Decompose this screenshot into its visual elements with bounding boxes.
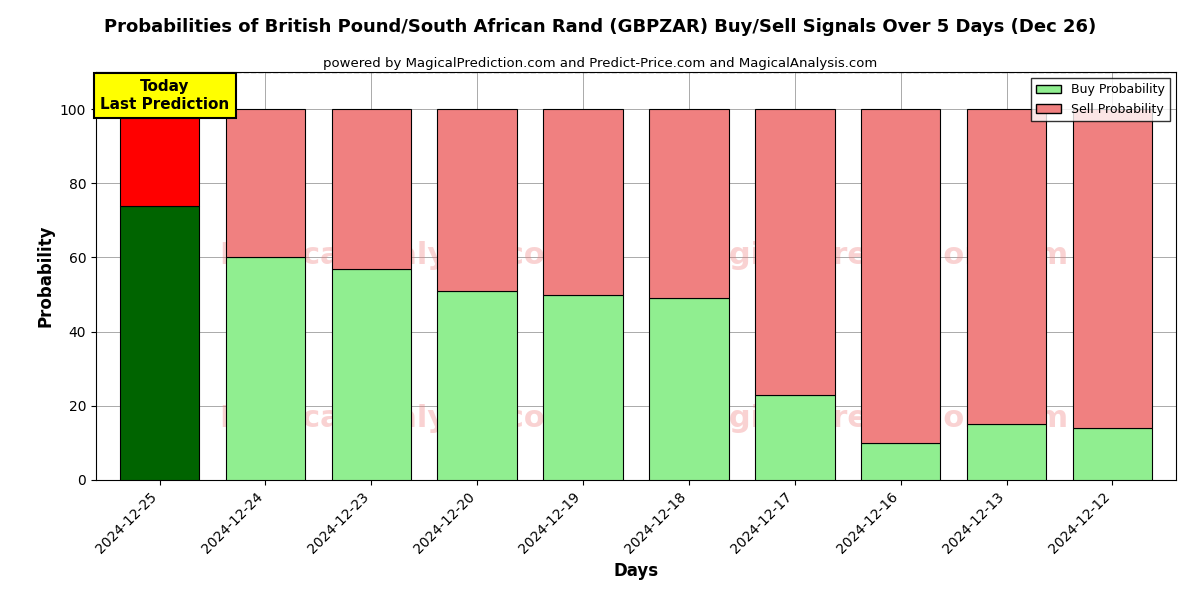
Bar — [649, 109, 728, 298]
Bar — [967, 424, 1046, 480]
Bar — [755, 109, 834, 395]
Text: MagicalAnalysis.com: MagicalAnalysis.com — [220, 241, 577, 270]
X-axis label: Days: Days — [613, 562, 659, 580]
Bar — [862, 109, 941, 443]
Bar — [226, 257, 305, 480]
Bar — [331, 269, 412, 480]
Bar — [438, 109, 517, 291]
Bar — [1073, 428, 1152, 480]
Bar — [1073, 109, 1152, 428]
Bar — [438, 291, 517, 480]
Bar — [331, 109, 412, 269]
Bar — [544, 109, 623, 295]
Bar — [120, 109, 199, 206]
Legend: Buy Probability, Sell Probability: Buy Probability, Sell Probability — [1031, 78, 1170, 121]
Text: MagicalPrediction.com: MagicalPrediction.com — [678, 404, 1069, 433]
Text: Probabilities of British Pound/South African Rand (GBPZAR) Buy/Sell Signals Over: Probabilities of British Pound/South Afr… — [104, 18, 1096, 36]
Text: MagicalPrediction.com: MagicalPrediction.com — [678, 241, 1069, 270]
Bar — [649, 298, 728, 480]
Bar — [544, 295, 623, 480]
Bar — [755, 395, 834, 480]
Text: MagicalAnalysis.com: MagicalAnalysis.com — [220, 404, 577, 433]
Bar — [120, 206, 199, 480]
Bar — [967, 109, 1046, 424]
Text: powered by MagicalPrediction.com and Predict-Price.com and MagicalAnalysis.com: powered by MagicalPrediction.com and Pre… — [323, 57, 877, 70]
Bar — [862, 443, 941, 480]
Bar — [226, 109, 305, 257]
Y-axis label: Probability: Probability — [36, 225, 54, 327]
Text: Today
Last Prediction: Today Last Prediction — [100, 79, 229, 112]
